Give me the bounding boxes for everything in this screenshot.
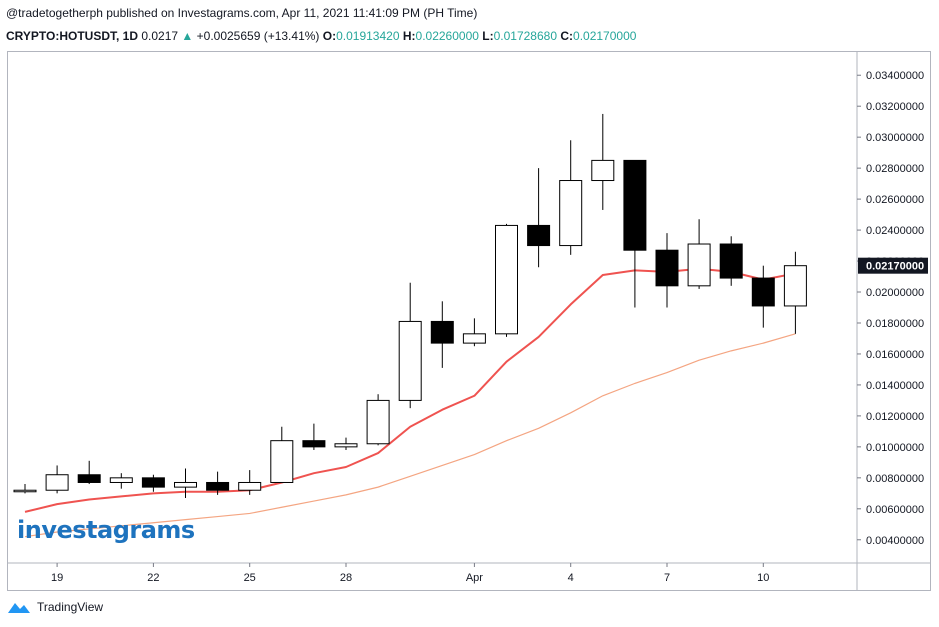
investagrams-logo: investagrams (17, 516, 195, 544)
candle-body[interactable] (77, 474, 101, 483)
y-tick-label: 0.00400000 (866, 535, 924, 547)
open-value: 0.01913420 (336, 29, 400, 43)
candle-body[interactable] (462, 333, 486, 344)
candle-body[interactable] (751, 277, 775, 307)
change-value: +0.0025659 (+13.41%) (196, 29, 320, 43)
change-up-icon: ▲ (181, 29, 194, 43)
x-tick-label: 22 (147, 572, 159, 584)
candle-body[interactable] (591, 159, 615, 182)
symbol-label[interactable]: CRYPTO:HOTUSDT, 1D (6, 29, 139, 43)
candle-body[interactable] (719, 243, 743, 279)
candle-body[interactable] (238, 481, 262, 491)
low-label: L: (482, 29, 494, 43)
close-value: 0.02170000 (573, 29, 637, 43)
x-tick-label: 10 (757, 572, 769, 584)
candle-body[interactable] (13, 489, 37, 493)
x-tick-label: 4 (568, 572, 574, 584)
candle-body[interactable] (655, 249, 679, 287)
x-tick-label: 25 (244, 572, 256, 584)
open-label: O: (322, 29, 337, 43)
x-tick-label: 7 (664, 572, 670, 584)
tradingview-attribution[interactable]: TradingView (6, 600, 103, 614)
close-label: C: (560, 29, 574, 43)
chart-frame[interactable] (7, 51, 931, 591)
y-tick-label: 0.00800000 (866, 473, 924, 485)
candle-body[interactable] (109, 477, 133, 483)
x-tick-label: 28 (340, 572, 352, 584)
y-tick-label: 0.01800000 (866, 318, 924, 330)
candle-body[interactable] (174, 481, 197, 488)
candle-body[interactable] (527, 224, 551, 247)
candle-body[interactable] (687, 243, 711, 287)
y-tick-label: 0.01200000 (866, 411, 924, 423)
candle-body[interactable] (334, 443, 358, 448)
tradingview-cloud-icon (8, 603, 30, 613)
y-tick-label: 0.03000000 (866, 132, 924, 144)
y-tick-label: 0.03200000 (866, 101, 924, 113)
y-tick-label: 0.03400000 (866, 70, 924, 82)
candle-body[interactable] (366, 399, 390, 445)
high-value: 0.02260000 (415, 29, 479, 43)
candle-body[interactable] (430, 320, 454, 344)
last-price-marker (858, 257, 928, 274)
low-value: 0.01728680 (493, 29, 557, 43)
y-tick-label: 0.02000000 (866, 287, 924, 299)
candle-body[interactable] (559, 180, 583, 247)
y-tick-label: 0.01600000 (866, 349, 924, 361)
last-price-label: 0.02170000 (866, 261, 924, 273)
tradingview-label: TradingView (37, 600, 104, 614)
y-tick-label: 0.02600000 (866, 194, 924, 206)
candle-body[interactable] (270, 440, 294, 483)
candle-body[interactable] (398, 320, 422, 401)
candle-body[interactable] (495, 224, 518, 335)
published-info: @tradetogetherph published on Investagra… (6, 6, 478, 20)
candle-body[interactable] (623, 159, 647, 251)
x-tick-label: Apr (466, 572, 483, 584)
candle-body[interactable] (302, 440, 326, 448)
high-label: H: (402, 29, 416, 43)
candle-body[interactable] (206, 481, 230, 491)
candle-body[interactable] (783, 265, 807, 307)
candle-body[interactable] (141, 477, 165, 488)
x-tick-label: 19 (51, 572, 63, 584)
y-tick-label: 0.01000000 (866, 442, 924, 454)
moving-average-line (24, 333, 796, 538)
y-tick-label: 0.01400000 (866, 380, 924, 392)
y-tick-label: 0.02800000 (866, 163, 924, 175)
candle-body[interactable] (45, 474, 69, 491)
y-tick-label: 0.02400000 (866, 225, 924, 237)
ohlc-legend: CRYPTO:HOTUSDT, 1D 0.0217 ▲ +0.0025659 (… (6, 29, 636, 43)
last-price: 0.0217 (141, 29, 179, 43)
y-tick-label: 0.00600000 (866, 504, 924, 516)
